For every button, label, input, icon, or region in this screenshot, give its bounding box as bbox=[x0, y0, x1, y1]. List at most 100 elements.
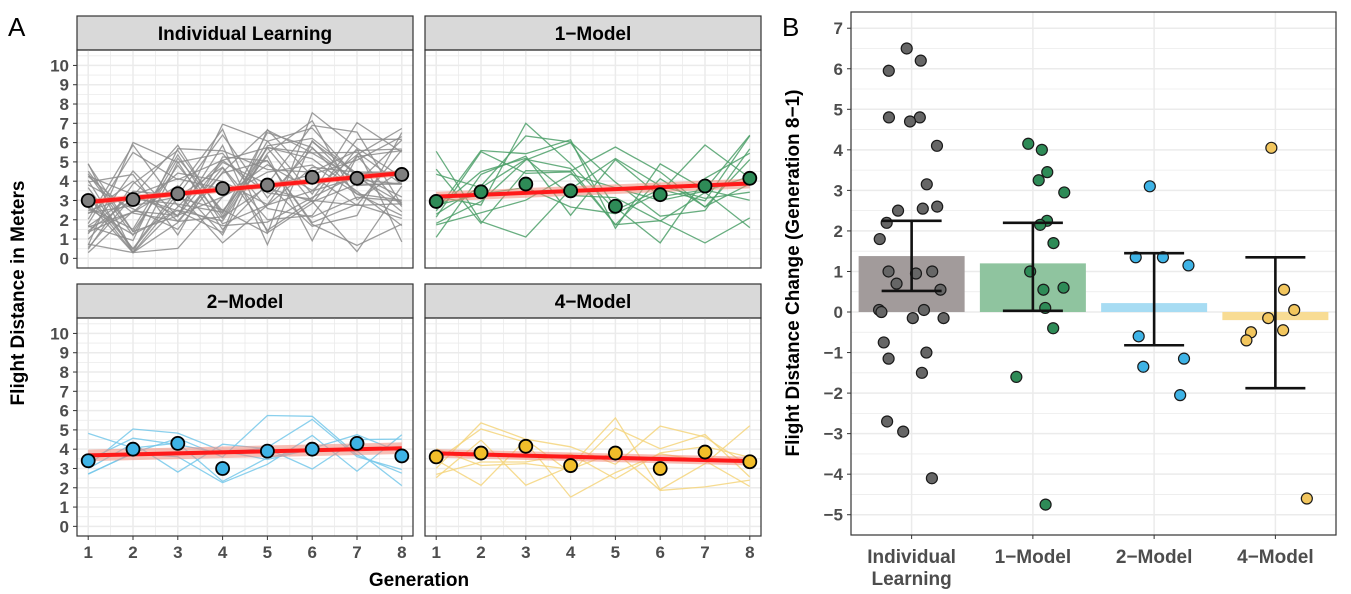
data-point bbox=[937, 311, 950, 325]
data-point bbox=[875, 305, 888, 319]
participant-line bbox=[435, 416, 751, 491]
y-tick-label: 5 bbox=[60, 153, 69, 172]
data-point bbox=[1057, 281, 1070, 294]
mean-point bbox=[170, 435, 186, 451]
data-point bbox=[1156, 251, 1170, 264]
data-point bbox=[1032, 174, 1045, 187]
participant-line bbox=[435, 427, 751, 487]
mean-point bbox=[394, 448, 410, 464]
y-tick-label: 8 bbox=[60, 95, 69, 114]
participant-line bbox=[87, 432, 403, 483]
data-point bbox=[903, 115, 917, 128]
facet-3: 4−Model 1 2 3 4 5 6 7 8 bbox=[424, 283, 762, 562]
x-tick-label: 7 bbox=[352, 543, 361, 562]
mean-point bbox=[394, 167, 410, 182]
facet-title-2: 2−Model bbox=[207, 292, 284, 313]
x-tick-label: 7 bbox=[700, 543, 709, 562]
data-point bbox=[1277, 324, 1290, 337]
data-point bbox=[1034, 218, 1047, 231]
regression-line bbox=[436, 181, 750, 199]
data-point bbox=[906, 311, 919, 325]
mean-point bbox=[608, 445, 623, 461]
mean-point bbox=[697, 444, 713, 460]
participant-line bbox=[435, 150, 750, 238]
y-tick-label: 1 bbox=[60, 498, 69, 517]
y-tick-label: 6 bbox=[834, 60, 843, 79]
y-tick-label: 7 bbox=[834, 19, 843, 38]
panel-a-faceted-line-chart: Individual Learning0123456789101−Model2−… bbox=[50, 15, 762, 562]
x-tick-label: 6 bbox=[655, 543, 664, 562]
participant-line bbox=[87, 136, 403, 223]
data-point bbox=[1240, 334, 1253, 347]
x-tick-label: 2 bbox=[128, 543, 137, 562]
x-tick-label: 2 bbox=[476, 543, 485, 562]
mean-point bbox=[428, 449, 444, 465]
data-point bbox=[1277, 283, 1291, 296]
data-point bbox=[1041, 166, 1054, 179]
facet-grid-3 bbox=[425, 318, 761, 536]
mean-point bbox=[349, 435, 365, 451]
mean-point bbox=[563, 183, 578, 199]
participant-line bbox=[87, 160, 403, 247]
mean-point bbox=[80, 193, 96, 208]
x-tick-label: 3 bbox=[173, 543, 182, 562]
data-point bbox=[881, 415, 894, 428]
y-tick-label: −5 bbox=[824, 506, 843, 525]
mean-point bbox=[304, 169, 320, 185]
data-point bbox=[882, 111, 896, 124]
y-tick-label: 0 bbox=[60, 249, 69, 268]
mean-point bbox=[563, 458, 578, 473]
y-tick-label: 0 bbox=[60, 517, 69, 536]
mean-point bbox=[349, 170, 365, 186]
participant-line bbox=[87, 140, 403, 233]
facet-strip-0 bbox=[76, 15, 414, 51]
data-point bbox=[925, 472, 939, 485]
participant-line bbox=[88, 148, 402, 242]
error-bar-1 bbox=[1002, 221, 1063, 313]
y-tick-label: 2 bbox=[60, 479, 69, 498]
y-tick-label: 1 bbox=[834, 262, 843, 281]
y-tick-label: −2 bbox=[824, 384, 843, 403]
x-tick-label: 1 bbox=[83, 543, 92, 562]
x-tick-label: 4 bbox=[218, 543, 228, 562]
error-bar-3 bbox=[1245, 255, 1306, 390]
data-point bbox=[1035, 143, 1048, 156]
participant-line bbox=[87, 124, 403, 254]
facet-grid-2 bbox=[77, 318, 413, 536]
data-point bbox=[917, 303, 931, 317]
data-point bbox=[1177, 352, 1191, 365]
y-tick-label: 6 bbox=[60, 134, 69, 153]
y-tick-label: 2 bbox=[834, 222, 843, 241]
y-tick-label: 1 bbox=[60, 230, 69, 249]
mean-point bbox=[304, 441, 320, 457]
data-point bbox=[1047, 322, 1060, 335]
y-tick-label: 8 bbox=[60, 363, 69, 382]
data-point bbox=[1039, 498, 1052, 511]
data-point bbox=[914, 54, 927, 67]
data-point bbox=[1143, 180, 1156, 193]
panel-b-y-axis-title: Flight Distance Change (Generation 8−1) bbox=[783, 90, 804, 457]
mean-point bbox=[215, 461, 231, 476]
y-tick-label: 3 bbox=[834, 181, 843, 200]
participant-line bbox=[87, 149, 402, 243]
facet-1: 1−Model bbox=[424, 15, 762, 269]
data-point bbox=[1288, 303, 1301, 317]
y-tick-label: 10 bbox=[50, 324, 69, 343]
mean-point bbox=[215, 181, 231, 196]
mean-point bbox=[259, 177, 275, 193]
x-tick-label: 8 bbox=[745, 543, 754, 562]
y-tick-label: 3 bbox=[60, 191, 69, 210]
data-point bbox=[1174, 389, 1187, 402]
category-label: 1−Model bbox=[995, 547, 1072, 568]
participant-line bbox=[435, 146, 751, 225]
mean-point bbox=[473, 184, 489, 200]
data-point bbox=[882, 265, 895, 278]
x-tick-label: 4 bbox=[566, 543, 576, 562]
mean-point bbox=[125, 192, 141, 207]
mean-point bbox=[518, 176, 534, 192]
panel-letter-b: B bbox=[782, 12, 799, 42]
data-point bbox=[916, 202, 929, 215]
participant-line bbox=[87, 166, 402, 254]
